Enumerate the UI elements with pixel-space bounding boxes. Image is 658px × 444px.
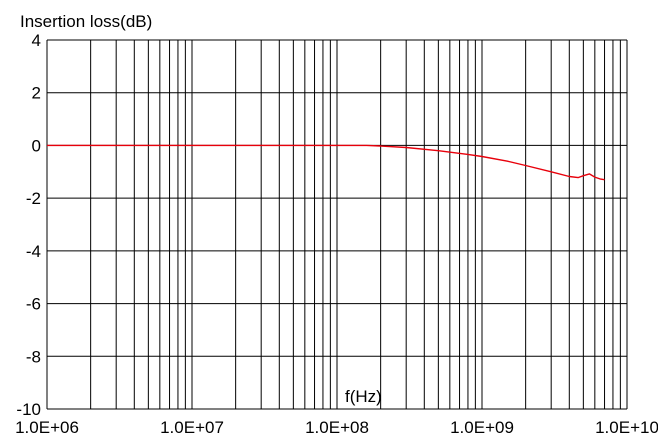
x-tick-label: 1.0E+09 (450, 418, 514, 437)
x-tick-label: 1.0E+06 (15, 418, 79, 437)
x-axis-label: f(Hz) (345, 387, 382, 406)
y-tick-label: 0 (32, 136, 41, 155)
y-tick-label: -8 (26, 347, 41, 366)
x-tick-label: 1.0E+10 (595, 418, 658, 437)
y-axis-label: Insertion loss(dB) (20, 12, 152, 31)
x-tick-label: 1.0E+07 (160, 418, 224, 437)
tick-labels: 4 2 0 -2 -4 -6 -8 -101.0E+06 1.0E+07 1.0E+08 1.0E+… (15, 31, 658, 437)
series-line (47, 144, 605, 181)
y-tick-label: -2 (26, 189, 41, 208)
y-tick-label: 2 (32, 84, 41, 103)
series-layer (47, 144, 605, 181)
y-tick-label: 4 (32, 31, 41, 50)
y-tick-label: -6 (26, 295, 41, 314)
y-tick-label: -10 (16, 400, 41, 419)
grid (46, 39, 628, 410)
y-tick-label: -4 (26, 242, 41, 261)
x-tick-label: 1.0E+08 (305, 418, 369, 437)
